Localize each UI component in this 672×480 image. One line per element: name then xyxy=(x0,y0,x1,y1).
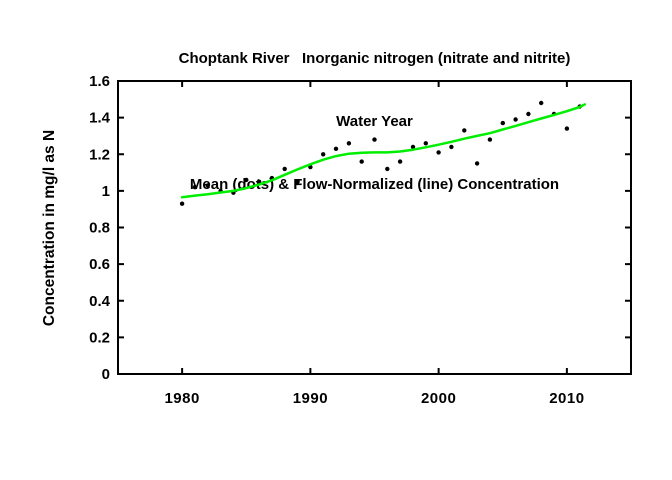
mean-concentration-dot xyxy=(513,117,518,122)
mean-concentration-dot xyxy=(474,161,480,166)
mean-concentration-dot xyxy=(359,159,364,164)
y-tick-label: 1 xyxy=(102,183,110,200)
mean-concentration-dot xyxy=(423,141,428,146)
plot-border xyxy=(117,80,632,375)
y-tick-label: 0.8 xyxy=(89,220,110,237)
mean-concentration-dot xyxy=(346,141,352,146)
mean-concentration-dot xyxy=(282,166,287,172)
mean-concentration-dot xyxy=(372,137,377,142)
mean-concentration-dot xyxy=(526,111,531,117)
mean-concentration-dot xyxy=(321,152,326,157)
mean-concentration-dot xyxy=(192,185,198,190)
chart-title-line3: Mean (dots) & Flow-Normalized (line) Con… xyxy=(189,176,560,193)
y-tick-label: 0 xyxy=(102,366,110,383)
y-tick-label: 1.6 xyxy=(89,73,110,90)
y-tick-label: 0.2 xyxy=(89,329,110,346)
x-tick-label: 2010 xyxy=(549,390,584,407)
y-tick-label: 1.4 xyxy=(89,110,111,127)
chart-title-line1: Choptank River Inorganic nitrogen (nitra… xyxy=(178,50,571,67)
mean-concentration-dot xyxy=(385,166,390,172)
mean-concentration-dot xyxy=(410,144,416,150)
chart-title-line2: Water Year xyxy=(336,113,413,130)
mean-concentration-dot xyxy=(449,144,454,150)
y-tick-label: 1.2 xyxy=(89,146,110,163)
mean-concentration-dot xyxy=(487,137,493,142)
mean-concentration-dot xyxy=(462,128,467,133)
mean-concentration-dot xyxy=(333,146,339,151)
mean-concentration-dot xyxy=(500,120,505,126)
y-tick-label: 0.4 xyxy=(89,293,111,310)
chart-title-block: Choptank River Inorganic nitrogen (nitra… xyxy=(77,6,672,237)
mean-concentration-dot xyxy=(179,201,185,206)
x-tick-label: 1990 xyxy=(293,390,328,407)
mean-concentration-dot xyxy=(539,100,544,106)
mean-concentration-dot xyxy=(244,177,249,183)
flow-normalized-line xyxy=(180,103,587,199)
x-tick-label: 2000 xyxy=(421,390,456,407)
x-tick-label: 1980 xyxy=(164,390,199,407)
mean-concentration-dot xyxy=(256,179,262,184)
mean-concentration-dot xyxy=(436,150,441,155)
mean-concentration-dot xyxy=(205,183,210,188)
mean-concentration-dot xyxy=(564,126,570,131)
mean-concentration-dot xyxy=(295,179,300,184)
y-tick-label: 0.6 xyxy=(89,256,110,273)
mean-concentration-dot xyxy=(397,159,403,164)
